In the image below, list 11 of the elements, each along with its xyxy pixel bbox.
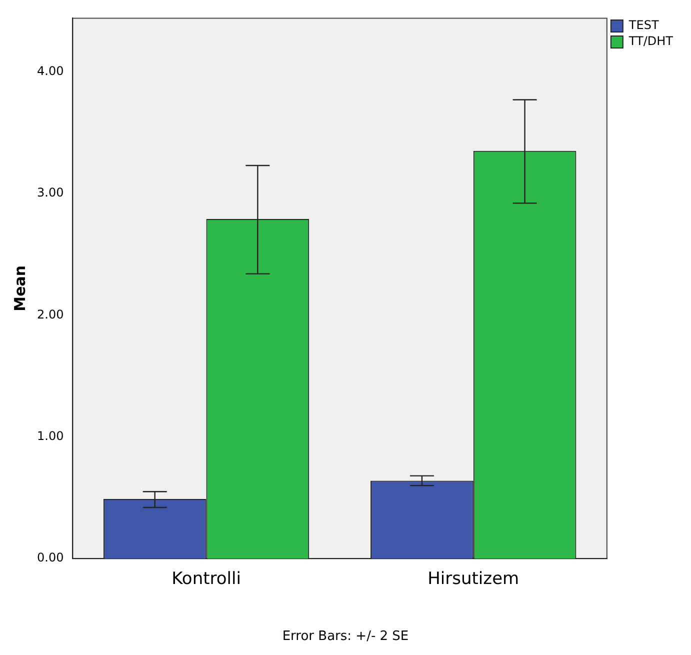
y-tick-label: 4.00 — [37, 64, 64, 78]
y-tick-label: 3.00 — [37, 186, 64, 200]
y-tick-label: 0.00 — [37, 550, 64, 565]
text: Error Bars: +/- 2 SE — [281, 629, 410, 644]
x-tick-label: Kontrolli — [172, 569, 241, 590]
y-axis-title: Mean — [10, 265, 29, 312]
y-tick-label: 1.00 — [37, 429, 64, 444]
legend-label: TT/DHT — [628, 34, 674, 48]
y-tick-label: 2.00 — [37, 307, 64, 322]
x-tick-label: Hirsutizem — [428, 569, 520, 590]
legend-label: TEST — [628, 18, 660, 32]
